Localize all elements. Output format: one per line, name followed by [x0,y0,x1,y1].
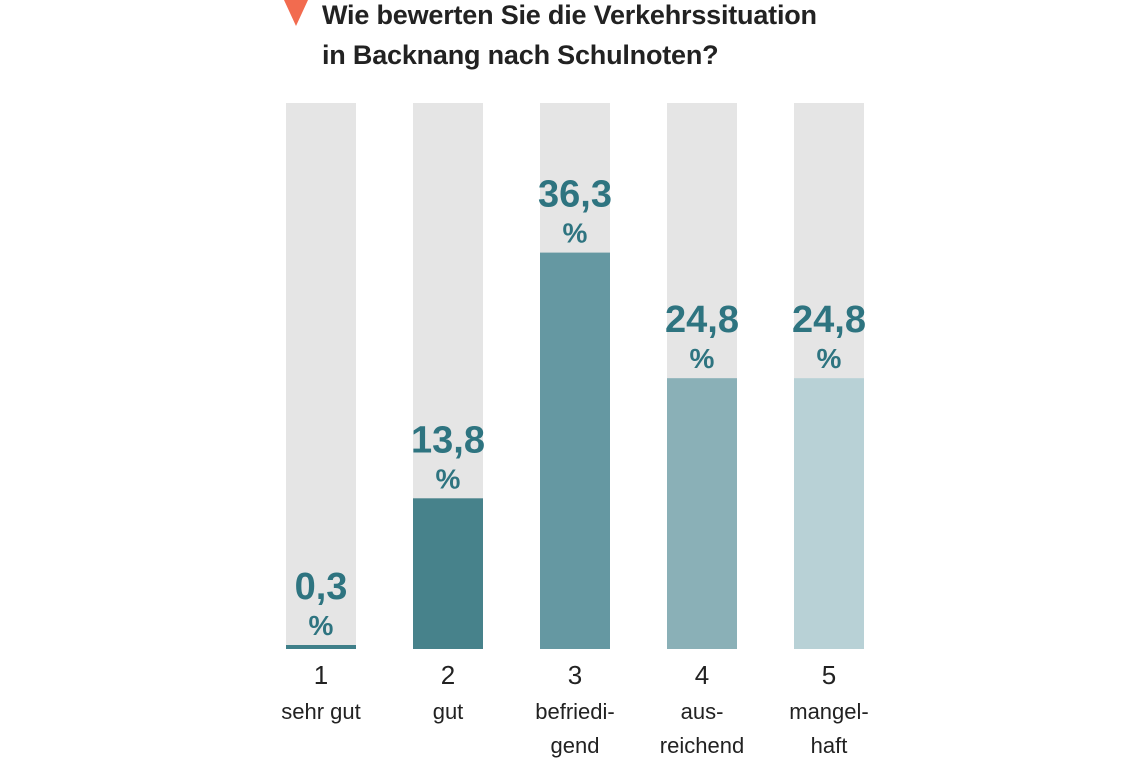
data-label-unit-5: % [817,343,842,374]
x-tick-label-5: 5 [822,660,836,690]
x-tick-label-3: 3 [568,660,582,690]
title-marker-icon [284,0,308,26]
bar-group-4: 24,8% 4 aus-reichend [660,103,744,758]
x-tick-sublabel-4-2: reichend [660,733,744,758]
bar-track-1 [286,103,356,649]
bar-2 [413,498,483,649]
x-tick-sublabel-5-2: haft [811,733,848,758]
bar-4 [667,378,737,649]
x-tick-sublabel-3-1: befriedi- [535,699,614,724]
x-tick-sublabel-2-1: gut [433,699,464,724]
data-label-unit-3: % [563,218,588,249]
x-tick-label-4: 4 [695,660,709,690]
bar-group-2: 13,8% 2 gut [411,103,485,724]
data-label-value-3: 36,3 [538,174,612,216]
x-tick-sublabel-1-1: sehr gut [281,699,361,724]
data-label-unit-2: % [436,463,461,494]
bar-3 [540,252,610,649]
bar-group-1: 0,3% 1 sehr gut [281,103,361,724]
data-label-unit-1: % [309,610,334,641]
bar-group-5: 24,8% 5 mangel-haft [789,103,869,758]
bar-1 [286,645,356,649]
chart-title-line-2: in Backnang nach Schulnoten? [322,40,719,70]
data-label-value-5: 24,8 [792,299,866,341]
x-tick-label-1: 1 [314,660,328,690]
data-label-unit-4: % [690,343,715,374]
bars-layer: 0,3% 1 sehr gut 13,8% 2 gut 36,3% 3 befriedi-gen… [281,103,869,758]
x-tick-sublabel-3-2: gend [551,733,600,758]
x-tick-sublabel-4-1: aus- [681,699,724,724]
chart-title-line-1: Wie bewerten Sie die Verkehrssituation [322,0,817,30]
x-tick-sublabel-5-1: mangel- [789,699,868,724]
bar-5 [794,378,864,649]
data-label-value-1: 0,3 [295,566,348,608]
data-label-value-4: 24,8 [665,299,739,341]
data-label-value-2: 13,8 [411,419,485,461]
x-tick-label-2: 2 [441,660,455,690]
bar-group-3: 36,3% 3 befriedi-gend [535,103,615,758]
